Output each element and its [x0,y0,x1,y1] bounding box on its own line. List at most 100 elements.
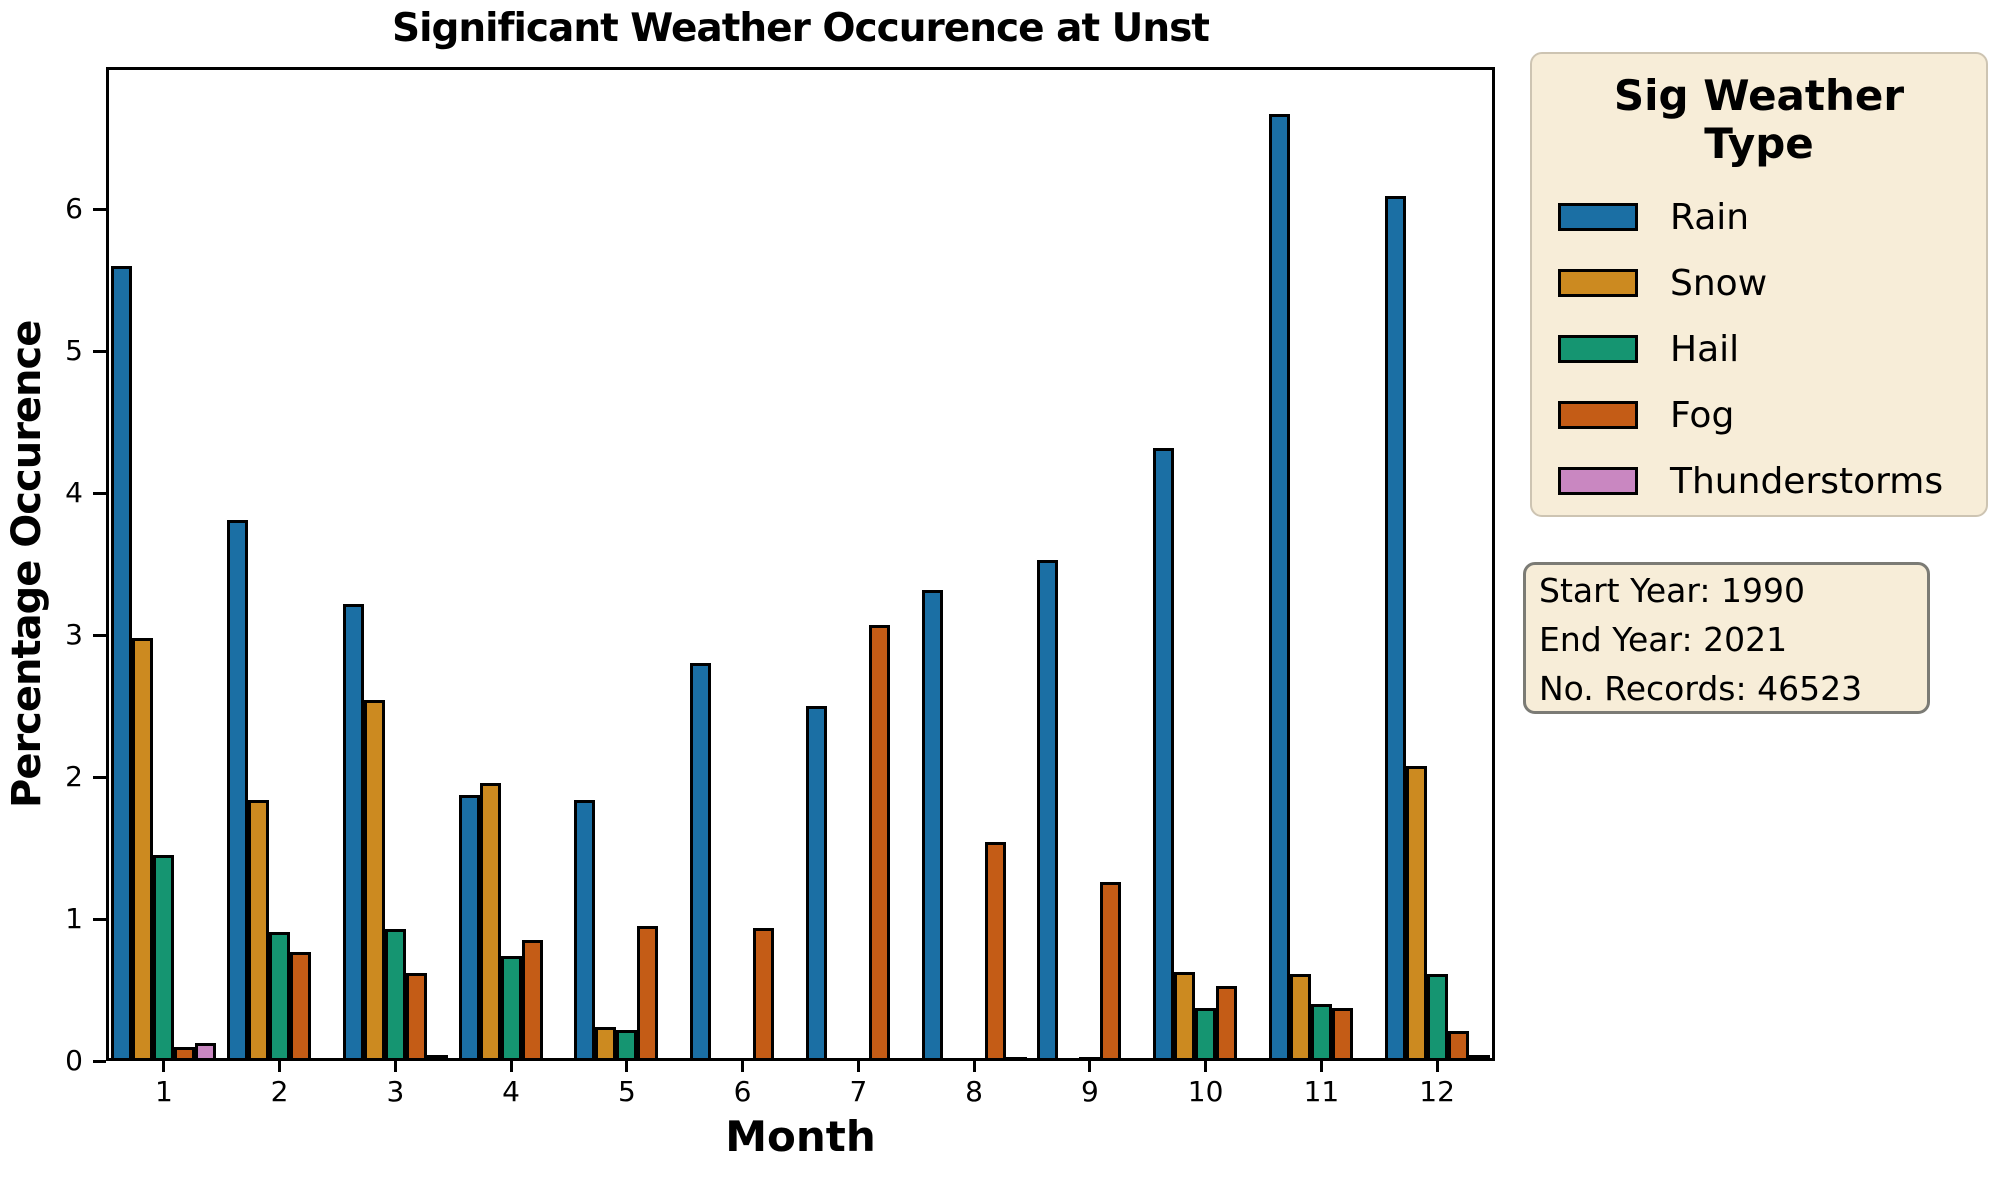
y-tick-mark-1 [93,917,106,921]
y-tick-mark-2 [93,775,106,779]
x-axis-label: Month [725,1112,876,1161]
bar-fog-month-5 [637,926,659,1061]
legend-label: Rain [1670,196,1750,238]
x-tick-mark-8 [972,1061,976,1072]
bar-thunderstorms-month-1 [195,1043,217,1061]
bar-rain-month-7 [805,706,827,1061]
bar-fog-month-3 [405,973,427,1061]
x-tick-label-3: 3 [386,1075,405,1108]
bar-rain-month-3 [342,604,364,1061]
bar-hail-month-4 [500,956,522,1061]
legend-swatch-fog [1558,401,1638,429]
bar-thunderstorms-month-12 [1468,1055,1490,1061]
x-tick-mark-1 [162,1061,166,1072]
bar-fog-month-10 [1216,986,1238,1061]
x-tick-mark-2 [278,1061,282,1072]
y-tick-label-2: 2 [65,760,83,793]
legend-label: Hail [1670,328,1740,370]
x-tick-label-8: 8 [965,1075,983,1108]
bar-rain-month-4 [458,795,480,1061]
x-tick-label-10: 10 [1187,1075,1224,1108]
x-tick-label-12: 12 [1419,1075,1455,1108]
x-tick-mark-9 [1088,1061,1092,1072]
legend-entry-hail: Hail [1558,316,1976,382]
legend-swatch-snow [1558,269,1638,297]
y-tick-label-3: 3 [65,618,83,651]
bar-snow-month-11 [1289,974,1311,1061]
x-tick-label-6: 6 [733,1075,752,1108]
y-tick-label-1: 1 [65,902,83,935]
bar-snow-month-4 [479,783,501,1061]
bar-fog-month-6 [753,928,775,1061]
x-tick-label-4: 4 [502,1075,520,1108]
bar-fog-month-11 [1331,1008,1353,1061]
x-tick-mark-10 [1204,1061,1208,1072]
bar-hail-month-2 [269,932,291,1061]
bar-hail-month-11 [1310,1004,1332,1061]
x-tick-label-7: 7 [849,1075,868,1108]
x-tick-mark-5 [625,1061,629,1072]
bar-hail-month-1 [153,855,175,1061]
x-tick-mark-4 [509,1061,513,1072]
legend-label: Thunderstorms [1670,460,1944,502]
legend-title-line1: Sig Weather [1613,71,1905,120]
bar-thunderstorms-month-5 [658,1058,680,1061]
x-tick-mark-11 [1319,1061,1323,1072]
x-tick-mark-3 [393,1061,397,1072]
bar-hail-month-3 [384,929,406,1061]
y-tick-mark-0 [93,1059,106,1063]
info-box: Start Year: 1990 End Year: 2021 No. Record… [1523,562,1930,714]
x-tick-mark-12 [1435,1061,1439,1072]
bar-snow-month-5 [595,1027,617,1061]
bar-rain-month-6 [690,663,712,1061]
bar-rain-month-10 [1153,448,1175,1061]
info-line-1: Start Year: 1990 [1539,571,1805,610]
bar-fog-month-1 [174,1047,196,1061]
y-tick-mark-3 [93,633,106,637]
bar-snow-month-2 [248,800,270,1061]
x-tick-mark-6 [741,1061,745,1072]
legend-entries: Rain Snow Hail Fog Thunderstorms [1558,184,1976,514]
legend-swatch-rain [1558,203,1638,231]
bar-rain-month-1 [111,266,133,1061]
bar-fog-month-8 [984,842,1006,1061]
info-line-2: End Year: 2021 [1539,620,1788,659]
y-tick-label-6: 6 [65,192,83,225]
x-tick-label-2: 2 [270,1075,289,1108]
info-line-3: No. Records: 46523 [1539,669,1863,708]
bar-hail-month-5 [616,1030,638,1061]
bar-thunderstorms-month-8 [1005,1057,1027,1061]
bar-snow-month-10 [1174,972,1196,1061]
legend-title-line2: Type [1704,119,1814,168]
legend-label: Snow [1670,262,1768,304]
x-tick-label-1: 1 [154,1075,173,1108]
y-tick-label-5: 5 [65,334,83,367]
bar-thunderstorms-month-6 [774,1058,796,1061]
legend-entry-rain: Rain [1558,184,1976,250]
bar-thunderstorms-month-3 [426,1055,448,1061]
bar-rain-month-5 [574,800,596,1061]
bar-rain-month-12 [1384,196,1406,1061]
y-tick-mark-4 [93,491,106,495]
legend-entry-snow: Snow [1558,250,1976,316]
x-tick-label-5: 5 [617,1075,636,1108]
legend-swatch-hail [1558,335,1638,363]
bar-fog-month-4 [521,940,543,1061]
bar-snow-month-12 [1405,766,1427,1061]
x-tick-mark-7 [856,1061,860,1072]
bar-rain-month-9 [1037,560,1059,1061]
y-tick-label-0: 0 [65,1044,83,1077]
legend: Sig Weather Type Rain Snow Hail Fog Thunders… [1530,52,1988,517]
bar-fog-month-9 [1100,882,1122,1061]
bar-fog-month-7 [868,625,890,1061]
bar-hail-month-12 [1426,974,1448,1061]
legend-swatch-thunderstorms [1558,467,1638,495]
y-tick-mark-5 [93,349,106,353]
bar-fog-month-12 [1447,1031,1469,1061]
x-tick-label-11: 11 [1303,1075,1340,1108]
y-tick-label-4: 4 [65,476,83,509]
bar-fog-month-2 [290,952,312,1061]
y-tick-mark-6 [93,207,106,211]
bar-snow-month-3 [363,700,385,1061]
